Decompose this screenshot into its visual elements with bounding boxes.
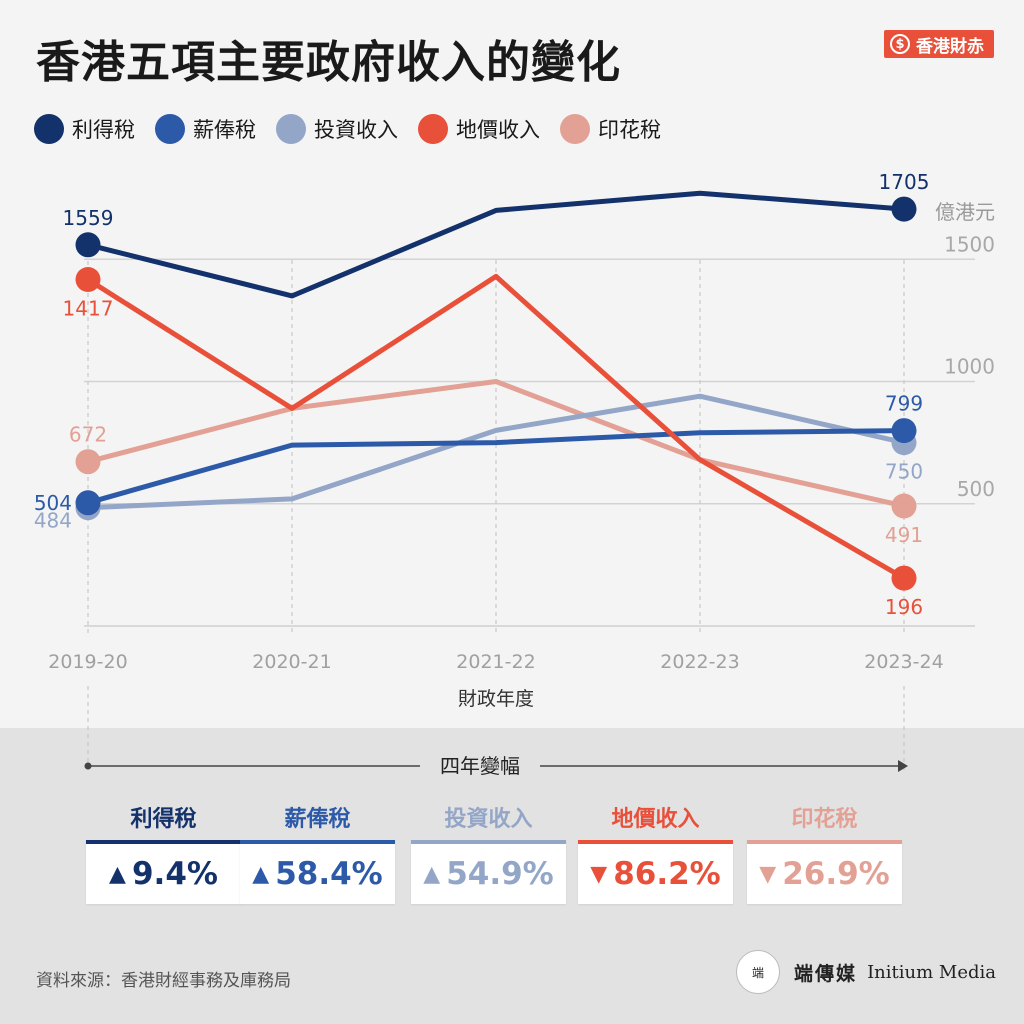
legend-item: 投資收入 [276,114,398,144]
change-card: 利得稅 ▲ 9.4% [86,800,241,904]
data-point [75,232,101,258]
change-card-value: 26.9% [782,856,890,892]
series-line [85,428,907,506]
legend-item: 薪俸稅 [155,114,256,144]
change-arrow-icon: ▲ [252,861,270,887]
change-card-name: 印花稅 [791,807,858,832]
data-point [75,490,101,516]
change-card: 印花稅 ▼ 26.9% [747,800,902,904]
data-label: 196 [885,595,923,619]
change-arrow-icon: ▼ [590,861,608,887]
change-card-box: ▲ 9.4% [86,840,241,904]
x-axis-title: 財政年度 [458,688,534,710]
dollar-coin-icon: $ [890,34,910,54]
change-arrow-icon: ▲ [423,861,441,887]
data-point [891,418,917,444]
x-tick-label: 2020-21 [252,651,331,673]
y-tick-label: 500 [957,477,995,501]
change-card-box: ▲ 54.9% [411,840,566,904]
change-arrow-icon: ▲ [109,861,126,887]
data-label: 484 [34,509,72,533]
data-point [75,449,101,475]
series-line [85,190,907,299]
data-label: 504 [34,491,72,515]
span-label: 四年變幅 [440,754,520,778]
change-card: 投資收入 ▲ 54.9% [411,800,566,904]
data-point [75,267,101,292]
change-card-value: 9.4% [131,856,218,892]
line-chart: 500 1000 1500 億港元 2019-20 2020-21 2021-22 2022-… [34,170,995,778]
legend-item: 印花稅 [560,114,661,144]
legend-item: 地價收入 [418,114,540,144]
legend-dot-icon [560,114,590,144]
legend-dot-icon [155,114,185,144]
legend-dot-icon [34,114,64,144]
y-tick-label: 1000 [944,355,995,379]
legend-label: 地價收入 [456,118,540,142]
change-card-box: ▼ 86.2% [578,840,733,904]
x-tick-label: 2021-22 [456,651,535,673]
series-line [85,393,907,511]
initium-logo-icon: 端 [736,950,781,994]
brand-badge: $ 香港財赤 [884,30,994,58]
logo-en-text: Initium Media [867,961,996,983]
logo-cn-text: 端傳媒 [794,962,858,985]
change-card-box: ▲ 58.4% [240,840,395,904]
data-label: 799 [885,392,923,416]
data-label: 1559 [63,206,114,230]
change-card-value: 86.2% [613,856,721,892]
data-point [891,493,917,519]
data-point [891,196,917,222]
legend-label: 利得稅 [72,118,135,142]
data-point [891,565,917,591]
brand-label: 香港財赤 [916,36,984,57]
x-tick-label: 2019-20 [48,651,127,673]
data-label: 672 [69,423,107,447]
data-label: 750 [885,460,923,484]
series-line [85,379,907,509]
data-label: 1705 [879,170,930,194]
span-arrowhead-icon [898,760,908,772]
legend-label: 薪俸稅 [193,118,256,142]
legend-dot-icon [276,114,306,144]
change-card: 地價收入 ▼ 86.2% [578,800,733,904]
publisher-logo: 端 端傳媒 Initium Media [736,950,996,994]
change-card-name: 薪俸稅 [284,807,351,832]
change-card-name: 地價收入 [611,807,700,832]
y-unit-label: 億港元 [935,200,995,224]
y-tick-label: 1500 [944,232,995,256]
series-line [85,273,907,581]
change-card-name: 投資收入 [444,807,533,832]
source-note: 資料來源：香港財經事務及庫務局 [36,971,291,991]
chart-legend: 利得稅 薪俸稅 投資收入 地價收入 印花稅 [34,114,681,144]
data-label: 1417 [63,297,114,321]
data-label: 491 [885,523,923,547]
x-tick-label: 2023-24 [864,651,943,673]
page-title: 香港五項主要政府收入的變化 [36,37,621,88]
legend-label: 印花稅 [598,118,661,142]
legend-item: 利得稅 [34,114,135,144]
change-arrow-icon: ▼ [759,861,777,887]
legend-label: 投資收入 [314,118,398,142]
legend-dot-icon [418,114,448,144]
change-card-value: 54.9% [446,856,554,892]
change-card-box: ▼ 26.9% [747,840,902,904]
change-card: 薪俸稅 ▲ 58.4% [240,800,395,904]
x-tick-label: 2022-23 [660,651,739,673]
change-card-value: 58.4% [275,856,383,892]
change-card-name: 利得稅 [130,807,197,832]
